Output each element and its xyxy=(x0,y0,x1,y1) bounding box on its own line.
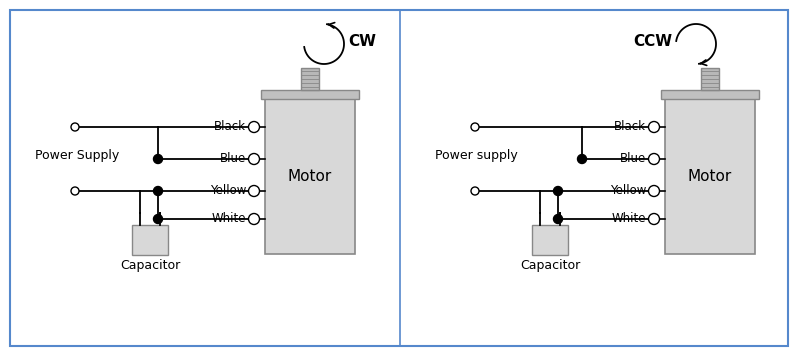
Bar xyxy=(265,99,355,254)
Circle shape xyxy=(249,186,259,197)
Circle shape xyxy=(554,186,562,195)
Text: White: White xyxy=(611,211,646,225)
Circle shape xyxy=(649,154,659,165)
Text: Yellow: Yellow xyxy=(210,183,246,197)
Text: Motor: Motor xyxy=(288,169,332,184)
Circle shape xyxy=(154,186,162,195)
Text: Yellow: Yellow xyxy=(610,183,646,197)
Text: CW: CW xyxy=(348,35,376,50)
Circle shape xyxy=(471,123,479,131)
Circle shape xyxy=(249,214,259,225)
Bar xyxy=(661,90,759,99)
Text: Capacitor: Capacitor xyxy=(520,259,580,272)
Text: Blue: Blue xyxy=(220,151,246,165)
Circle shape xyxy=(71,187,79,195)
Circle shape xyxy=(554,214,562,223)
Bar xyxy=(532,225,568,255)
Text: Motor: Motor xyxy=(688,169,732,184)
Circle shape xyxy=(649,214,659,225)
Bar xyxy=(261,90,359,99)
Bar xyxy=(301,68,319,90)
Text: White: White xyxy=(211,211,246,225)
Circle shape xyxy=(154,154,162,163)
Circle shape xyxy=(154,214,162,223)
Text: Power supply: Power supply xyxy=(435,149,518,162)
Bar xyxy=(665,99,755,254)
Text: CCW: CCW xyxy=(633,35,672,50)
Text: Capacitor: Capacitor xyxy=(120,259,180,272)
Bar xyxy=(701,68,719,90)
Circle shape xyxy=(649,186,659,197)
Text: Black: Black xyxy=(614,119,646,132)
Text: Black: Black xyxy=(214,119,246,132)
Circle shape xyxy=(71,123,79,131)
Circle shape xyxy=(471,187,479,195)
Circle shape xyxy=(578,154,586,163)
Text: Power Supply: Power Supply xyxy=(35,149,119,162)
Text: Blue: Blue xyxy=(620,151,646,165)
Circle shape xyxy=(249,154,259,165)
Circle shape xyxy=(249,122,259,132)
Bar xyxy=(132,225,168,255)
Circle shape xyxy=(649,122,659,132)
